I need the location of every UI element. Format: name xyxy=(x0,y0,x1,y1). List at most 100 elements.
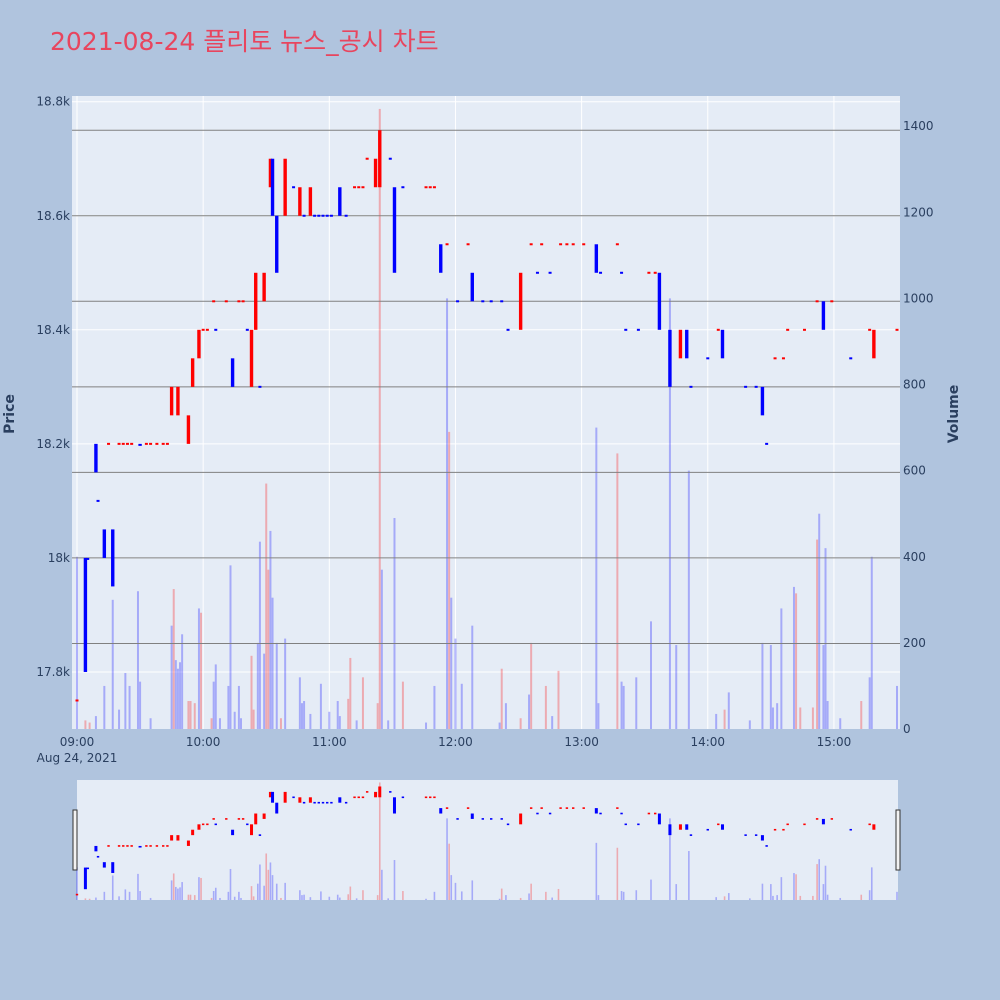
flat-trade xyxy=(317,214,321,217)
mini-volume-bar xyxy=(650,879,652,900)
volume-bar xyxy=(500,668,503,729)
volume-bar xyxy=(839,718,842,729)
volume-bar xyxy=(269,530,272,729)
volume-bar xyxy=(450,597,453,729)
flat-trade xyxy=(548,271,552,274)
candle xyxy=(594,244,599,273)
volume-bar xyxy=(250,655,253,729)
mini-candle xyxy=(685,824,689,830)
flat-trade xyxy=(773,357,777,360)
mini-flat-trade xyxy=(548,812,552,815)
mini-volume-bar xyxy=(265,853,268,900)
volume-bar xyxy=(868,677,871,729)
flat-trade xyxy=(582,243,586,246)
flat-trade xyxy=(571,243,575,246)
mini-flat-trade xyxy=(433,796,436,799)
volume-bar xyxy=(88,722,91,729)
volume-bar xyxy=(328,711,331,729)
flat-trade xyxy=(361,186,365,189)
mini-volume-bar xyxy=(551,897,553,900)
mini-flat-trade xyxy=(130,845,133,847)
mini-volume-bar xyxy=(275,883,278,900)
mini-flat-trade xyxy=(529,807,533,809)
mini-volume-bar xyxy=(770,884,772,900)
volume-bar xyxy=(471,625,474,729)
flat-trade xyxy=(535,271,539,274)
volume-bar xyxy=(622,685,625,729)
mini-volume-bar xyxy=(450,875,453,900)
range-slider-left-handle[interactable] xyxy=(72,809,78,871)
volume-bar xyxy=(860,701,863,729)
mini-volume-bar xyxy=(557,888,560,900)
volume-bar xyxy=(355,720,358,729)
time-tick-label: 12:00 xyxy=(438,735,473,749)
volume-bar xyxy=(771,707,774,729)
mini-volume-bar xyxy=(723,896,726,900)
mini-flat-trade xyxy=(107,845,110,847)
price-tick-label: 18.4k xyxy=(36,323,70,337)
flat-trade xyxy=(500,300,504,303)
volume-bar xyxy=(179,662,182,729)
plot-area[interactable] xyxy=(72,96,900,729)
flat-trade xyxy=(121,442,125,445)
volume-bar xyxy=(218,718,221,729)
mini-flat-trade xyxy=(654,812,657,815)
candle xyxy=(392,187,397,273)
volume-tick-label: 600 xyxy=(903,464,926,478)
volume-bar xyxy=(460,683,463,729)
price-tick-label: 17.8k xyxy=(36,665,70,679)
mini-volume-bar xyxy=(839,897,842,900)
price-axis-title: Price xyxy=(2,394,18,434)
mini-flat-trade xyxy=(803,823,806,826)
candle xyxy=(83,557,88,672)
volume-bar xyxy=(551,716,554,729)
mini-flat-trade xyxy=(225,818,228,820)
volume-bar xyxy=(780,608,783,729)
mini-volume-bar xyxy=(402,891,404,900)
mini-volume-bar xyxy=(229,868,232,900)
mini-volume-bar xyxy=(328,896,331,900)
range-slider-right-handle[interactable] xyxy=(895,809,901,871)
mini-flat-trade xyxy=(744,834,747,836)
volume-bar xyxy=(172,589,175,729)
volume-bar xyxy=(181,634,184,729)
volume-bar xyxy=(723,709,726,729)
volume-bar xyxy=(376,703,379,729)
volume-bar xyxy=(176,668,179,729)
mini-volume-bar xyxy=(175,886,177,900)
mini-candle xyxy=(275,802,279,814)
mini-flat-trade xyxy=(361,796,365,799)
flat-trade xyxy=(765,442,769,445)
volume-bar xyxy=(174,660,177,729)
mini-volume-bar xyxy=(795,874,797,900)
flat-trade xyxy=(786,328,790,331)
mini-flat-trade xyxy=(258,834,262,836)
volume-bar xyxy=(715,713,718,729)
mini-flat-trade xyxy=(765,845,768,847)
mini-volume-bar xyxy=(812,895,814,900)
volume-bar xyxy=(111,599,114,729)
mini-volume-bar xyxy=(339,897,341,900)
volume-bar xyxy=(189,701,192,729)
mini-flat-trade xyxy=(506,823,510,826)
volume-bar xyxy=(896,685,898,729)
time-tick-label: 09:00 xyxy=(60,735,95,749)
range-slider[interactable] xyxy=(72,780,901,900)
volume-tick-label: 800 xyxy=(903,378,926,392)
volume-bar xyxy=(378,108,381,730)
price-tick-label: 18.2k xyxy=(36,437,70,451)
mini-volume-bar xyxy=(822,884,825,900)
volume-bar xyxy=(118,709,121,729)
mini-volume-bar xyxy=(301,895,303,900)
mini-flat-trade xyxy=(429,796,432,799)
flat-trade xyxy=(302,214,306,217)
mini-volume-bar xyxy=(193,895,196,900)
mini-volume-bar xyxy=(172,873,175,900)
flat-trade xyxy=(245,328,249,331)
flat-trade xyxy=(321,214,325,217)
volume-bar xyxy=(595,427,598,729)
mini-flat-trade xyxy=(357,796,360,799)
flat-trade xyxy=(224,300,228,303)
range-slider-background[interactable] xyxy=(77,780,898,900)
mini-volume-bar xyxy=(597,895,600,900)
